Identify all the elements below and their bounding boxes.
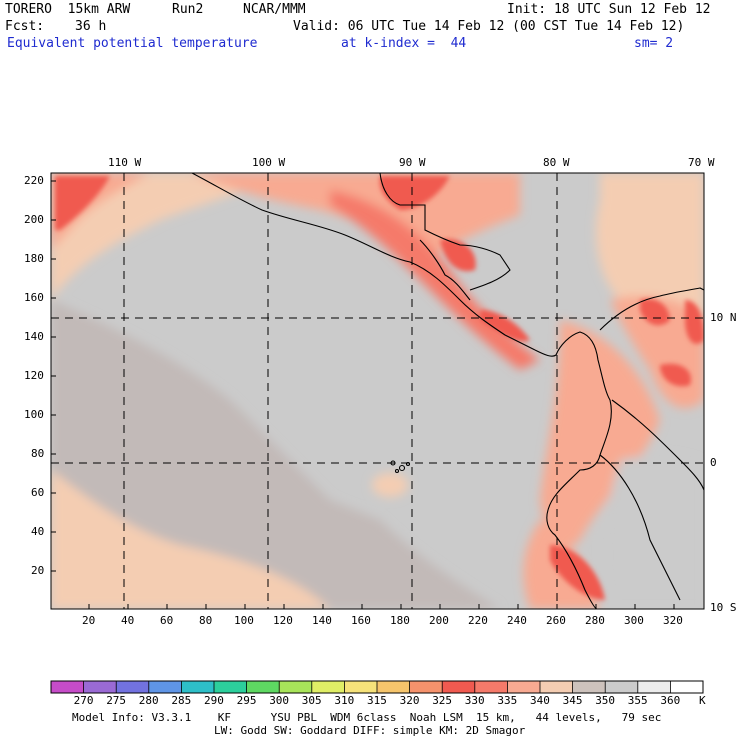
level-index: at k-index = 44 — [341, 36, 467, 51]
theta-e-field — [51, 173, 704, 609]
physics-info: LW: Godd SW: Goddard DIFF: simple KM: 2D… — [214, 724, 526, 737]
colorbar-label: 355 — [627, 694, 648, 707]
y-tick-label: 140 — [24, 330, 44, 343]
x-tick-label: 260 — [546, 614, 566, 627]
y-tick-label: 120 — [24, 369, 44, 382]
y-tick-label: 220 — [24, 174, 44, 187]
colorbar-swatch — [474, 681, 508, 693]
forecast-label: Fcst: — [5, 19, 45, 34]
colorbar-unit: K — [699, 694, 706, 707]
colorbar-swatch — [442, 681, 476, 693]
colorbar-swatch — [605, 681, 639, 693]
valid-time: Valid: 06 UTC Tue 14 Feb 12 (00 CST Tue … — [293, 19, 685, 34]
y-tick-label: 80 — [31, 447, 45, 460]
coastlines — [191, 173, 704, 609]
x-tick-label: 80 — [199, 614, 213, 627]
x-tick-label: 40 — [121, 614, 135, 627]
colorbar-label: 305 — [301, 694, 322, 707]
y-tick-label: 60 — [31, 486, 45, 499]
colorbar-label: 300 — [269, 694, 290, 707]
field-name: Equivalent potential temperature — [7, 36, 258, 51]
x-tick-label: 120 — [273, 614, 293, 627]
colorbar-swatch — [344, 681, 378, 693]
y-tick-label: 200 — [24, 213, 44, 226]
colorbar-swatch — [83, 681, 117, 693]
colorbar-swatch — [181, 681, 215, 693]
y-tick-label: 100 — [24, 408, 44, 421]
y-tick-label: 20 — [31, 564, 45, 577]
colorbar-swatch — [246, 681, 280, 693]
colorbar-swatch — [572, 681, 606, 693]
colorbar-swatch — [148, 681, 182, 693]
lon-label: 90 W — [399, 156, 426, 169]
x-tick-label: 60 — [160, 614, 174, 627]
plot-frame — [50, 172, 705, 610]
colorbar-swatch — [51, 681, 85, 693]
colorbar-label: 280 — [138, 694, 159, 707]
x-tick-label: 320 — [663, 614, 683, 627]
colorbar-swatch — [540, 681, 574, 693]
colorbar-label: 330 — [464, 694, 485, 707]
colorbar-swatch — [409, 681, 443, 693]
x-tick-label: 280 — [585, 614, 605, 627]
lon-label: 100 W — [252, 156, 286, 169]
colorbar-label: 310 — [334, 694, 355, 707]
colorbar-label: 325 — [432, 694, 453, 707]
run-label: Run2 — [172, 2, 204, 17]
colorbar-swatch — [116, 681, 150, 693]
init-time: Init: 18 UTC Sun 12 Feb 12 — [507, 2, 711, 17]
model-name: TORERO 15km ARW — [5, 2, 131, 17]
lat-label: 10 N — [710, 311, 737, 324]
lat-label: 10 S — [710, 601, 737, 614]
x-tick-label: 300 — [624, 614, 644, 627]
organization-label: NCAR/MMM — [243, 2, 306, 17]
model-info: Model Info: V3.3.1 KF YSU PBL WDM 6class… — [72, 711, 662, 724]
colorbar-label: 350 — [595, 694, 616, 707]
y-tick-marks — [51, 180, 56, 572]
colorbar-label: 360 — [660, 694, 681, 707]
colorbar-label: 290 — [204, 694, 224, 707]
colorbar-label: 335 — [497, 694, 518, 707]
x-tick-label: 180 — [390, 614, 410, 627]
colorbar-label: 315 — [367, 694, 387, 707]
forecast-hour: 36 h — [75, 19, 107, 34]
colorbar-swatch — [214, 681, 248, 693]
lon-label: 70 W — [688, 156, 715, 169]
x-tick-label: 140 — [312, 614, 332, 627]
colorbar-label: 270 — [73, 694, 94, 707]
x-tick-label: 100 — [234, 614, 254, 627]
x-tick-label: 20 — [82, 614, 96, 627]
colorbar-label: 275 — [106, 694, 127, 707]
y-tick-label: 160 — [24, 291, 44, 304]
x-tick-label: 240 — [507, 614, 527, 627]
lat-label: 0 — [710, 456, 717, 469]
colorbar-swatch — [377, 681, 411, 693]
lon-label: 80 W — [543, 156, 570, 169]
graticule — [51, 173, 704, 609]
y-tick-label: 40 — [31, 525, 45, 538]
lon-label: 110 W — [108, 156, 142, 169]
x-tick-label: 160 — [351, 614, 371, 627]
smoothing-value: sm= 2 — [634, 36, 674, 51]
y-tick-label: 180 — [24, 252, 44, 265]
colorbar — [50, 680, 704, 694]
colorbar-label: 285 — [171, 694, 192, 707]
colorbar-swatch — [670, 681, 704, 693]
colorbar-label: 320 — [399, 694, 420, 707]
colorbar-swatch — [279, 681, 313, 693]
x-tick-marks — [88, 604, 675, 609]
colorbar-label: 295 — [236, 694, 257, 707]
colorbar-swatch — [311, 681, 345, 693]
colorbar-label: 340 — [530, 694, 550, 707]
colorbar-swatch — [507, 681, 541, 693]
colorbar-label: 345 — [562, 694, 583, 707]
x-tick-label: 200 — [429, 614, 449, 627]
colorbar-swatch — [637, 681, 671, 693]
x-tick-label: 220 — [468, 614, 488, 627]
